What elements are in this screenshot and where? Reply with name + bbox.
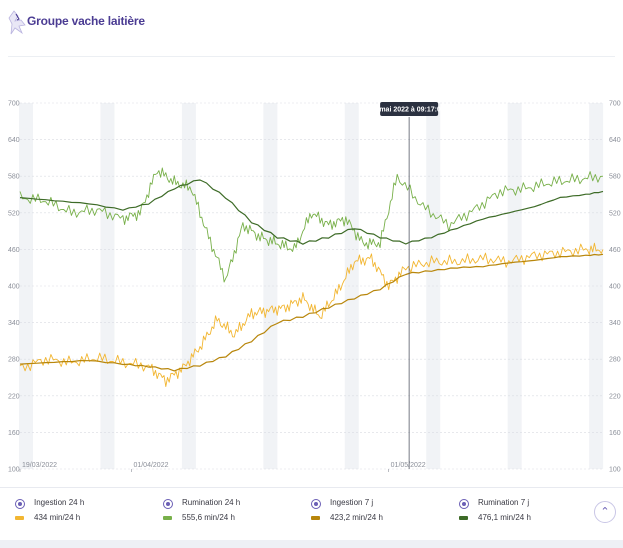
legend-toggle-icon[interactable] xyxy=(311,499,321,509)
legend-label: Ingestion 7 j xyxy=(330,498,374,507)
legend-item-rumination-7j[interactable]: Rumination 7 j 476,1 min/24 h xyxy=(459,496,599,536)
x-tick-label: 19/03/2022 xyxy=(22,462,57,469)
legend-toggle-icon[interactable] xyxy=(459,499,469,509)
y-tick-label: 220 xyxy=(609,393,621,400)
y-tick-label: 640 xyxy=(8,137,20,144)
crosshair-tooltip: 3 mai 2022 à 09:17:00 xyxy=(374,102,445,116)
y-tick-label: 640 xyxy=(609,137,621,144)
legend-swatch xyxy=(15,516,24,520)
y-tick-label: 460 xyxy=(8,247,20,254)
y-tick-label: 700 xyxy=(609,101,621,108)
bottom-strip xyxy=(0,540,623,548)
grid-lines xyxy=(20,102,603,470)
legend-swatch xyxy=(311,516,320,520)
series-line-2 xyxy=(19,167,604,283)
y-tick-label: 580 xyxy=(8,174,20,181)
legend-item-ingestion-7j[interactable]: Ingestion 7 j 423,2 min/24 h xyxy=(311,496,451,536)
divider xyxy=(8,56,615,57)
chart: 100 160 220 280 340 400 460 520 580 640 700 100 160… xyxy=(8,101,621,474)
legend-value: 423,2 min/24 h xyxy=(330,513,383,522)
series-line-1 xyxy=(19,242,604,388)
legend-toggle-icon[interactable] xyxy=(163,499,173,509)
y-tick-label: 520 xyxy=(8,210,20,217)
y-tick-label: 340 xyxy=(8,320,20,327)
legend-item-ingestion-24h[interactable]: Ingestion 24 h 434 min/24 h xyxy=(15,496,155,536)
chart-band xyxy=(263,103,278,469)
y-tick-label: 220 xyxy=(8,393,20,400)
legend-label: Rumination 24 h xyxy=(182,498,241,507)
x-tick-label: 01/05/2022 xyxy=(391,462,426,469)
y-axis-left: 100 160 220 280 340 400 460 520 580 640 700 xyxy=(8,101,20,474)
legend-label: Ingestion 24 h xyxy=(34,498,85,507)
y-axis-right: 100 160 220 280 340 400 460 520 580 640 700 xyxy=(609,101,621,474)
legend-label: Rumination 7 j xyxy=(478,498,530,507)
y-tick-label: 460 xyxy=(609,247,621,254)
y-tick-label: 160 xyxy=(609,430,621,437)
legend-swatch xyxy=(163,516,172,520)
chart-band xyxy=(100,103,115,469)
tooltip-label: 3 mai 2022 à 09:17:00 xyxy=(374,107,445,114)
scroll-up-button[interactable]: ⌃ xyxy=(594,501,616,523)
legend-value: 434 min/24 h xyxy=(34,513,81,522)
x-tick-label: 01/04/2022 xyxy=(133,462,168,469)
legend-value: 555,6 min/24 h xyxy=(182,513,235,522)
y-tick-label: 400 xyxy=(609,284,621,291)
y-tick-label: 280 xyxy=(609,357,621,364)
chart-band xyxy=(507,103,522,469)
y-tick-label: 400 xyxy=(8,284,20,291)
chart-band xyxy=(344,103,359,469)
legend-value: 476,1 min/24 h xyxy=(478,513,531,522)
series-lines xyxy=(19,167,604,388)
cow-logo-icon xyxy=(8,10,26,35)
y-tick-label: 100 xyxy=(8,467,20,474)
legend-item-rumination-24h[interactable]: Rumination 24 h 555,6 min/24 h xyxy=(163,496,303,536)
y-tick-label: 520 xyxy=(609,210,621,217)
y-tick-label: 160 xyxy=(8,430,20,437)
series-line-3 xyxy=(19,253,604,372)
y-tick-label: 340 xyxy=(609,320,621,327)
legend-toggle-icon[interactable] xyxy=(15,499,25,509)
top-bar: Groupe vache laitière xyxy=(0,0,623,52)
y-tick-label: 280 xyxy=(8,357,20,364)
chevron-up-icon: ⌃ xyxy=(600,506,610,518)
weekend-bands xyxy=(19,103,604,469)
y-tick-label: 700 xyxy=(8,101,20,108)
y-tick-label: 100 xyxy=(609,467,621,474)
y-tick-label: 580 xyxy=(609,174,621,181)
legend: Ingestion 24 h 434 min/24 h Rumination 2… xyxy=(0,487,623,540)
x-axis: 19/03/2022 01/04/2022 01/05/2022 xyxy=(19,462,426,472)
series-line-4 xyxy=(19,179,604,245)
page-title: Groupe vache laitière xyxy=(27,14,145,28)
legend-swatch xyxy=(459,516,468,520)
